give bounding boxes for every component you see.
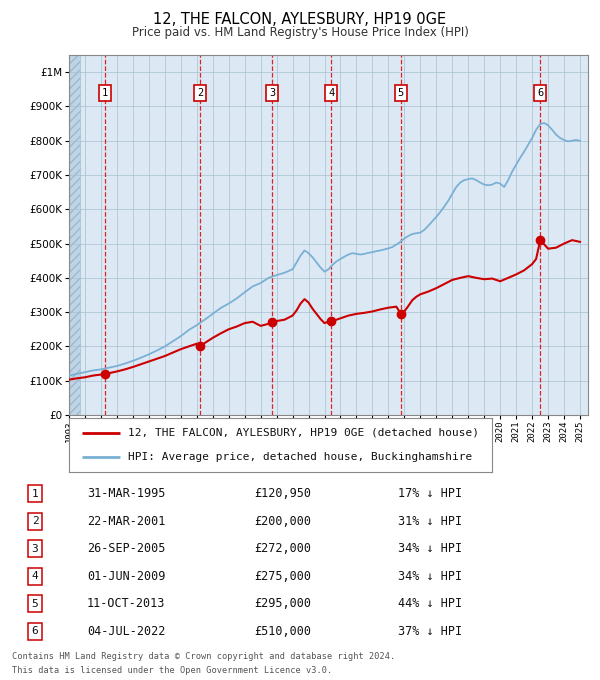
Text: 17% ↓ HPI: 17% ↓ HPI — [398, 488, 462, 500]
Text: 6: 6 — [32, 626, 38, 636]
Text: 37% ↓ HPI: 37% ↓ HPI — [398, 625, 462, 638]
Text: 34% ↓ HPI: 34% ↓ HPI — [398, 542, 462, 556]
Text: £200,000: £200,000 — [254, 515, 311, 528]
Text: 26-SEP-2005: 26-SEP-2005 — [87, 542, 165, 556]
Text: 1: 1 — [32, 489, 38, 498]
Text: £510,000: £510,000 — [254, 625, 311, 638]
Text: £275,000: £275,000 — [254, 570, 311, 583]
Text: 01-JUN-2009: 01-JUN-2009 — [87, 570, 165, 583]
Text: 11-OCT-2013: 11-OCT-2013 — [87, 597, 165, 610]
Text: 04-JUL-2022: 04-JUL-2022 — [87, 625, 165, 638]
Bar — [69, 55, 80, 415]
Text: 4: 4 — [32, 571, 38, 581]
Text: 2: 2 — [32, 516, 38, 526]
Text: £295,000: £295,000 — [254, 597, 311, 610]
Text: 2: 2 — [197, 88, 203, 98]
Text: £120,950: £120,950 — [254, 488, 311, 500]
Text: Price paid vs. HM Land Registry's House Price Index (HPI): Price paid vs. HM Land Registry's House … — [131, 26, 469, 39]
Text: Contains HM Land Registry data © Crown copyright and database right 2024.: Contains HM Land Registry data © Crown c… — [12, 652, 395, 661]
Text: 22-MAR-2001: 22-MAR-2001 — [87, 515, 165, 528]
Text: 6: 6 — [537, 88, 544, 98]
Text: 4: 4 — [328, 88, 334, 98]
Text: 5: 5 — [398, 88, 404, 98]
Text: 12, THE FALCON, AYLESBURY, HP19 0GE: 12, THE FALCON, AYLESBURY, HP19 0GE — [154, 12, 446, 27]
Text: 44% ↓ HPI: 44% ↓ HPI — [398, 597, 462, 610]
Text: 12, THE FALCON, AYLESBURY, HP19 0GE (detached house): 12, THE FALCON, AYLESBURY, HP19 0GE (det… — [128, 428, 479, 438]
Text: 31-MAR-1995: 31-MAR-1995 — [87, 488, 165, 500]
Text: 34% ↓ HPI: 34% ↓ HPI — [398, 570, 462, 583]
Text: 31% ↓ HPI: 31% ↓ HPI — [398, 515, 462, 528]
Text: £272,000: £272,000 — [254, 542, 311, 556]
Text: 3: 3 — [269, 88, 275, 98]
Text: 1: 1 — [102, 88, 108, 98]
Text: HPI: Average price, detached house, Buckinghamshire: HPI: Average price, detached house, Buck… — [128, 452, 472, 462]
Text: This data is licensed under the Open Government Licence v3.0.: This data is licensed under the Open Gov… — [12, 666, 332, 675]
Text: 3: 3 — [32, 544, 38, 554]
Text: 5: 5 — [32, 599, 38, 609]
